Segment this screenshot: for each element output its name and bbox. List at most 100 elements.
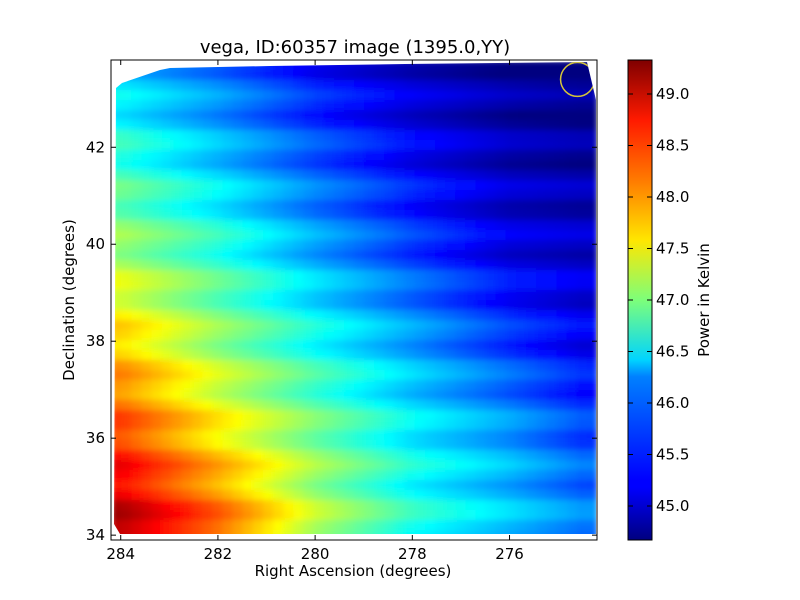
heatmap-cell [151,530,163,534]
heatmap-cell [323,130,335,141]
heatmap-cell [202,310,213,321]
heatmap-cell [384,390,396,401]
heatmap-cell [475,220,487,231]
heatmap-cell [384,170,396,181]
heatmap-cell [252,370,264,381]
heatmap-cell [364,130,375,141]
heatmap-cell [455,190,466,201]
heatmap-cell [394,430,406,441]
heatmap-cell [354,530,365,534]
heatmap-cell [121,230,132,241]
heatmap-cell [202,330,213,341]
heatmap-cell [526,190,537,201]
heatmap-cell [526,530,537,534]
heatmap-cell [323,210,335,221]
heatmap-cell [293,120,304,131]
heatmap-cell [114,330,122,341]
heatmap-cell [202,490,213,501]
heatmap-cell [445,410,456,421]
heatmap-cell [303,400,315,411]
heatmap-cell [566,450,578,461]
heatmap-cell [576,350,588,361]
heatmap-cell [455,410,466,421]
heatmap-cell [364,450,375,461]
heatmap-cell [171,500,183,511]
heatmap-cell [445,340,456,351]
heatmap-cell [475,100,487,111]
heatmap-cell [232,350,244,361]
heatmap-cell [516,300,527,311]
heatmap-cell [313,170,325,181]
heatmap-cell [262,410,274,421]
heatmap-cell [141,410,153,421]
heatmap-cell [283,230,294,241]
heatmap-cell [546,220,558,231]
heatmap-cell [505,240,517,251]
heatmap-cell [414,160,426,171]
heatmap-cell [536,190,547,201]
heatmap-cell [242,230,254,241]
heatmap-cell [414,340,426,351]
heatmap-cell [424,280,436,291]
heatmap-cell [252,110,264,121]
heatmap-cell [485,250,497,261]
heatmap-cell [283,520,294,531]
heatmap-cell [556,110,568,121]
heatmap-cell [333,170,345,181]
heatmap-cell [384,460,396,471]
heatmap-cell [181,280,193,291]
heatmap-cell [252,130,264,141]
heatmap-cell [354,520,365,531]
heatmap-cell [384,280,396,291]
heatmap-cell [455,440,466,451]
heatmap-cell [586,220,596,231]
heatmap-cell [232,340,244,351]
heatmap-cell [121,160,132,171]
heatmap-cell [212,460,223,471]
heatmap-cell [212,100,223,111]
heatmap-cell [526,120,537,131]
heatmap-cell [283,62,294,71]
heatmap-cell [465,270,477,281]
heatmap-cell [202,430,213,441]
heatmap-cell [354,320,365,331]
heatmap-cell [435,420,446,431]
heatmap-cell [171,480,183,491]
heatmap-cell [455,200,466,211]
heatmap-cell [232,400,244,411]
heatmap-cell [151,340,163,351]
heatmap-cell [273,430,284,441]
heatmap-cell [455,130,466,141]
heatmap-cell [141,510,153,521]
heatmap-cell [242,320,254,331]
heatmap-cell [516,420,527,431]
heatmap-cell [435,240,446,251]
heatmap-cell [333,280,345,291]
heatmap-cell [445,330,456,341]
heatmap-cell [576,280,588,291]
heatmap-cell [424,520,436,531]
heatmap-cell [475,190,487,201]
heatmap-cell [252,150,264,161]
heatmap-cell [181,260,193,271]
heatmap-cell [151,130,163,141]
heatmap-cell [536,220,547,231]
heatmap-cell [323,270,335,281]
heatmap-cell [516,200,527,211]
heatmap-cell [546,160,558,171]
heatmap-cell [141,440,153,451]
heatmap-cell [333,310,345,321]
heatmap-cell [414,430,426,441]
heatmap-cell [566,260,578,271]
heatmap-cell [485,460,497,471]
heatmap-cell [556,62,568,71]
heatmap-cell [445,320,456,331]
heatmap-cell [262,240,274,251]
heatmap-cell [333,400,345,411]
heatmap-cell [455,450,466,461]
heatmap-cell [586,440,596,451]
heatmap-cell [171,460,183,471]
heatmap-cell [252,480,264,491]
heatmap-cell [202,370,213,381]
heatmap-cell [192,310,203,321]
